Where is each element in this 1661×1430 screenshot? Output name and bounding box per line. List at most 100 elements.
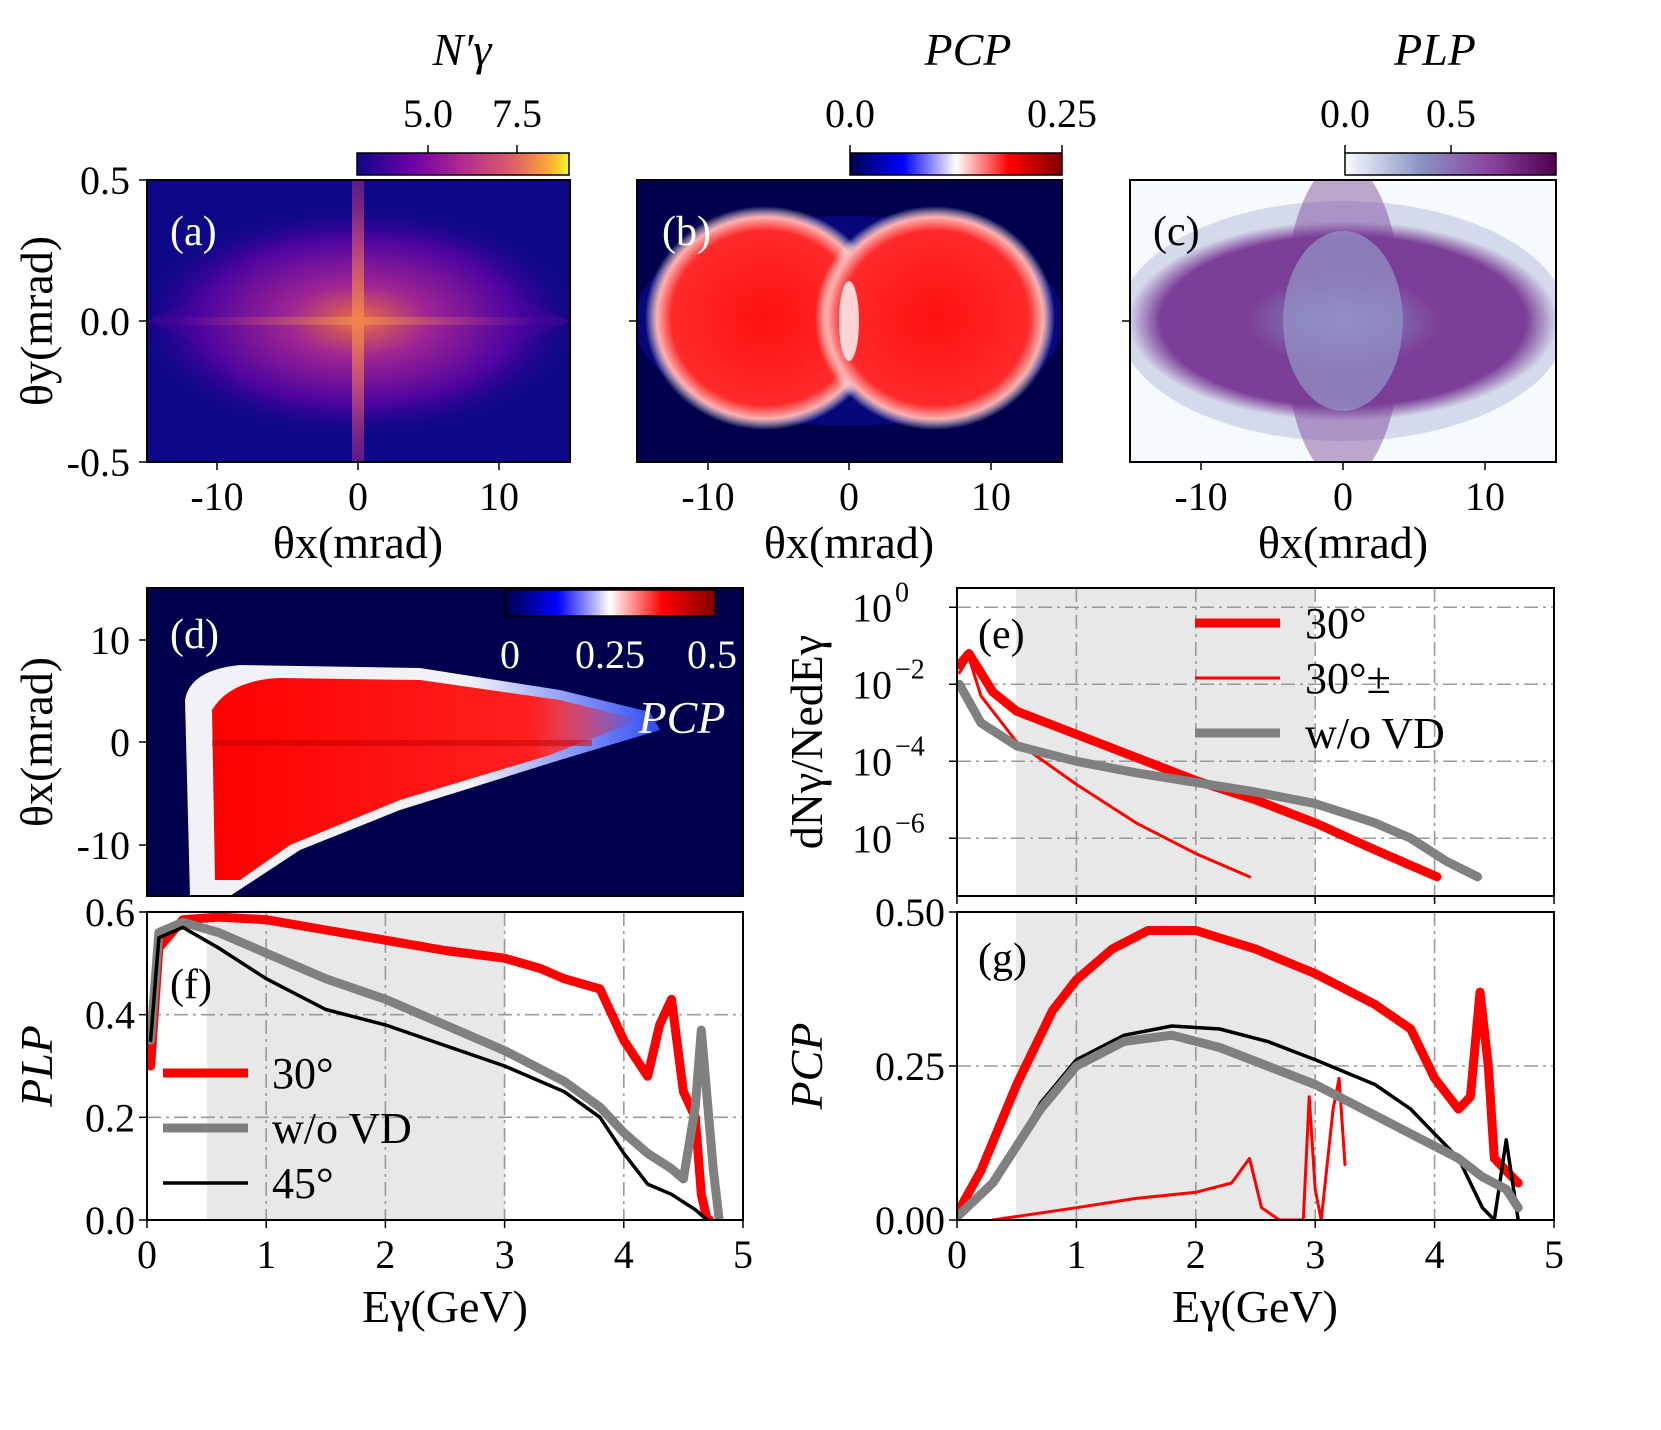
panel-c: (c) 0.0 0.5 PLP -10 0 10 θx(mrad) <box>1122 24 1557 568</box>
y-axis-label-a: θy(mrad) <box>11 236 62 406</box>
x-tick-c: 0 <box>1333 474 1353 519</box>
x-axis-b: -10 0 10 θx(mrad) <box>629 320 1011 568</box>
panel-b: (b) 0.0 0.25 PCP -10 0 10 θx(mrad) <box>629 24 1097 568</box>
colorbar-a <box>356 152 570 176</box>
legend-e: 30° 30°± w/o VD <box>1195 599 1445 758</box>
y-tick-label: 0.0 <box>85 1198 135 1243</box>
series-line-30- <box>957 655 1251 879</box>
x-tick-label: 4 <box>614 1232 634 1277</box>
legend-entry: 30° <box>272 1049 334 1098</box>
panel-d: (d) 0 0.25 0.5 PCP 10 0 -10 θx(mrad) <box>11 587 744 897</box>
y-axis-a: -0.5 0.0 0.5 θy(mrad) <box>11 158 147 485</box>
legend-entry: 30° <box>1305 599 1367 648</box>
colorbar-d <box>504 589 716 617</box>
x-tick-label: 0 <box>947 1232 967 1277</box>
colorbar-a-tick: 5.0 <box>403 91 453 136</box>
panel-label-g: (g) <box>978 936 1027 982</box>
x-tick-b: -10 <box>681 474 734 519</box>
grid-e <box>957 588 1554 896</box>
y-tick-d: -10 <box>77 823 130 868</box>
x-tick-c: -10 <box>1174 474 1227 519</box>
series-line-30- <box>957 649 1442 882</box>
y-axis-d: 10 0 -10 θx(mrad) <box>11 618 147 868</box>
x-tick-label: 5 <box>733 1232 753 1277</box>
series-line-w-o-VD <box>957 1030 1523 1220</box>
x-axis-label-b: θx(mrad) <box>764 517 934 568</box>
y-tick-label: 10 <box>852 739 892 784</box>
y-tick-d: 10 <box>90 618 130 663</box>
x-tick-label: 3 <box>495 1232 515 1277</box>
panel-label-b: (b) <box>662 209 711 255</box>
legend-entry: w/o VD <box>272 1104 412 1153</box>
series-group-e <box>957 649 1483 882</box>
x-tick-label: 1 <box>1066 1232 1086 1277</box>
panel-label-d: (d) <box>170 612 219 658</box>
series-line-30- <box>957 926 1523 1219</box>
series-line-w-o-VD <box>957 679 1483 882</box>
y-tick-label: 0.25 <box>875 1044 945 1089</box>
colorbar-d-label: PCP <box>638 692 726 743</box>
y-axis-label-f: PLP <box>11 1025 62 1108</box>
panel-g: (g) 0.00 0.25 0.50 0 1 2 3 4 5 PCP Eγ(GeV) <box>781 890 1564 1332</box>
legend-entry: w/o VD <box>1305 709 1445 758</box>
y-axis-label-g: PCP <box>781 1023 832 1111</box>
y-tick-exponent: −2 <box>895 654 925 685</box>
series-line-45- <box>148 925 709 1220</box>
colorbar-b-tick: 0.0 <box>825 91 875 136</box>
series-group-g <box>957 926 1523 1220</box>
x-axis-c: -10 0 10 θx(mrad) <box>1122 320 1505 568</box>
colorbar-b-label: PCP <box>924 24 1012 75</box>
y-axis-label-d: θx(mrad) <box>11 657 62 827</box>
series-line-30- <box>991 1076 1347 1220</box>
legend-entry: 45° <box>272 1159 334 1208</box>
colorbar-d-tick: 0.5 <box>687 632 737 677</box>
y-tick-a: -0.5 <box>67 440 130 485</box>
x-axis-label-f: Eγ(GeV) <box>362 1281 528 1332</box>
x-tick-a: -10 <box>190 474 243 519</box>
x-tick-b: 0 <box>839 474 859 519</box>
y-tick-exponent: −4 <box>895 731 925 762</box>
panel-label-c: (c) <box>1153 209 1200 255</box>
shaded-region-f <box>207 912 505 1220</box>
colorbar-c-tick: 0.5 <box>1426 91 1476 136</box>
y-tick-label: 0.6 <box>85 890 135 935</box>
colorbar-c-label: PLP <box>1393 24 1476 75</box>
panel-label-a: (a) <box>170 209 217 255</box>
x-axis-label-g: Eγ(GeV) <box>1172 1281 1338 1332</box>
colorbar-c <box>1344 152 1557 176</box>
x-tick-label: 3 <box>1305 1232 1325 1277</box>
x-axis-label-c: θx(mrad) <box>1258 517 1428 568</box>
y-tick-d: 0 <box>110 720 130 765</box>
colorbar-b-tick: 0.25 <box>1027 91 1097 136</box>
panel-f: (f) 0.0 0.2 0.4 0.6 0 1 2 3 4 5 PLP Eγ(GeV) 30° w… <box>11 890 753 1332</box>
panel-label-f: (f) <box>170 962 212 1008</box>
heatmap-d <box>147 588 743 896</box>
y-tick-label: 10 <box>852 662 892 707</box>
x-tick-label: 0 <box>137 1232 157 1277</box>
x-tick-c: 10 <box>1465 474 1505 519</box>
colorbar-d-tick: 0 <box>500 632 520 677</box>
y-tick-label: 0.2 <box>85 1095 135 1140</box>
y-axis-label-e: dNγ/NedEγ <box>781 635 832 849</box>
x-tick-a: 10 <box>479 474 519 519</box>
y-tick-label: 0.50 <box>875 890 945 935</box>
colorbar-a-label: N′γ <box>432 24 494 75</box>
colorbar-b <box>849 152 1063 176</box>
shaded-region-e <box>1016 588 1314 896</box>
y-tick-a: 0.0 <box>80 299 130 344</box>
heatmap-b <box>637 180 1062 462</box>
x-tick-label: 1 <box>256 1232 276 1277</box>
x-tick-label: 5 <box>1544 1232 1564 1277</box>
x-axis-label-a: θx(mrad) <box>273 517 443 568</box>
colorbar-c-tick: 0.0 <box>1320 91 1370 136</box>
panel-label-e: (e) <box>978 612 1025 658</box>
legend-entry: 30°± <box>1305 654 1391 703</box>
colorbar-a-tick: 7.5 <box>492 91 542 136</box>
y-tick-label: 0.00 <box>875 1198 945 1243</box>
y-tick-exponent: 0 <box>895 577 909 608</box>
x-tick-a: 0 <box>348 474 368 519</box>
y-tick-a: 0.5 <box>80 158 130 203</box>
